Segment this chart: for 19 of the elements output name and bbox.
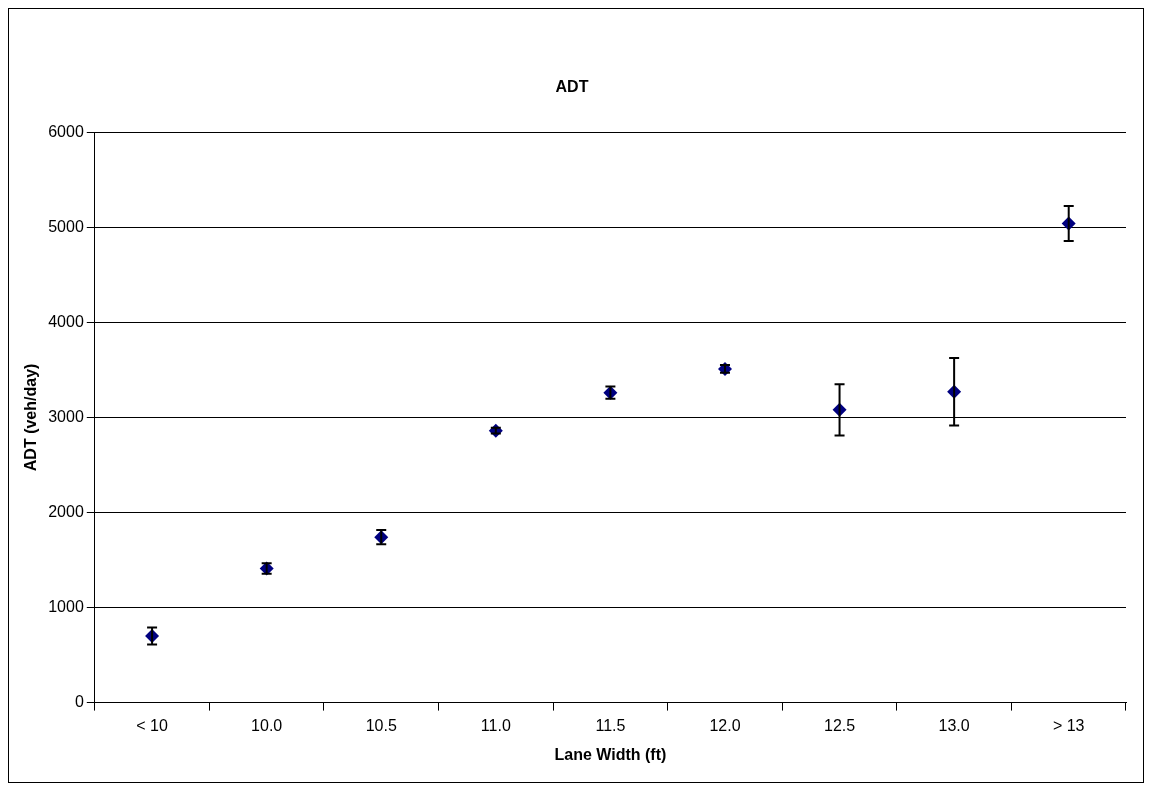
y-axis-title: ADT (veh/day) xyxy=(22,363,40,472)
y-tick-label: 0 xyxy=(74,693,84,711)
x-tick-label: 11.5 xyxy=(595,716,626,734)
x-tick-label: < 10 xyxy=(136,716,168,734)
y-tick-label: 2000 xyxy=(48,502,84,520)
x-axis-title: Lane Width (ft) xyxy=(554,745,667,763)
y-tick-label: 4000 xyxy=(48,312,84,330)
x-tick-label: 12.0 xyxy=(709,716,741,734)
y-tick-label: 1000 xyxy=(48,597,84,615)
y-tick-label: 3000 xyxy=(48,407,84,425)
x-tick-label: 10.5 xyxy=(365,716,397,734)
x-tick-label: 13.0 xyxy=(938,716,970,734)
x-tick-label: > 13 xyxy=(1052,716,1085,734)
x-tick-label: 11.0 xyxy=(480,716,511,734)
x-tick-label: 12.5 xyxy=(823,716,856,734)
y-tick-label: 6000 xyxy=(48,122,84,140)
x-tick-label: 10.0 xyxy=(251,716,283,734)
chart-title: ADT xyxy=(555,78,589,96)
y-tick-label: 5000 xyxy=(48,217,84,235)
